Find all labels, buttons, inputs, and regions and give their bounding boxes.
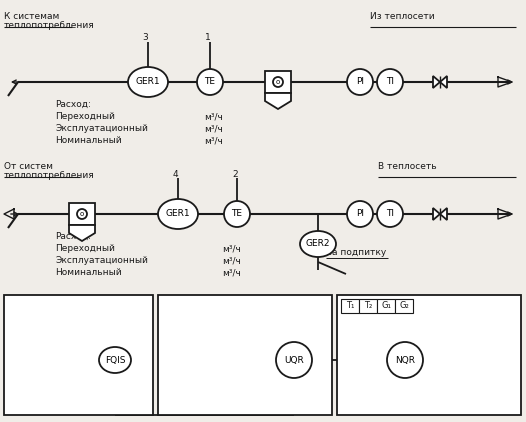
Text: теплопотребления: теплопотребления [4,171,95,180]
Text: Переходный: Переходный [55,244,115,253]
Text: T₂: T₂ [364,301,372,311]
Bar [158,295,332,415]
Text: м³/ч: м³/ч [204,112,222,121]
Circle shape [197,69,223,95]
Bar [69,203,95,225]
Text: Расход:: Расход: [55,100,91,109]
Text: К системам: К системам [4,12,59,21]
Text: TE: TE [231,209,242,219]
Circle shape [224,201,250,227]
Text: 1: 1 [103,299,108,308]
Bar [337,295,521,415]
Text: Эксплуатационный: Эксплуатационный [55,256,148,265]
Text: м³/ч: м³/ч [204,136,222,145]
Polygon shape [433,208,440,220]
Text: прибора: прибора [164,335,204,344]
Circle shape [273,77,283,87]
Polygon shape [440,76,447,88]
Text: G₂: G₂ [399,301,409,311]
Text: 2: 2 [123,299,128,308]
Polygon shape [265,93,291,109]
Text: теплопотребления: теплопотребления [4,21,95,30]
Text: TI: TI [386,78,394,87]
Text: От систем: От систем [4,162,53,171]
Ellipse shape [99,347,131,373]
Text: o: o [80,211,84,217]
Text: Расход:: Расход: [55,232,91,241]
Text: T₁: T₁ [346,301,354,311]
Circle shape [377,69,403,95]
Polygon shape [69,225,95,241]
Text: Из теплосети: Из теплосети [370,12,434,21]
Ellipse shape [158,199,198,229]
Text: 3: 3 [142,33,148,42]
Text: NQR: NQR [395,355,415,365]
Text: o: o [276,79,280,85]
Text: м³/ч: м³/ч [222,256,241,265]
Text: 4: 4 [291,299,297,308]
Bar [265,71,291,93]
Text: TE: TE [205,78,216,87]
Text: TI: TI [386,209,394,219]
Polygon shape [440,208,447,220]
Text: В теплосеть: В теплосеть [378,162,437,171]
Text: 1: 1 [205,33,211,42]
Circle shape [77,209,87,219]
Text: "Supercal-430": "Supercal-430" [8,311,76,320]
Bar [359,299,377,313]
Polygon shape [433,76,440,88]
Text: G₁: G₁ [381,301,391,311]
Text: GER1: GER1 [136,78,160,87]
Text: 4: 4 [172,170,178,179]
Text: Номинальный: Номинальный [55,136,122,145]
Text: По месту: По месту [469,349,515,359]
Circle shape [347,201,373,227]
Text: Щит прибора: Щит прибора [8,301,72,310]
Ellipse shape [128,67,168,97]
Circle shape [347,69,373,95]
Text: Переходный: Переходный [55,112,115,121]
Text: PI: PI [356,209,364,219]
Bar [4,295,153,415]
Bar [377,299,395,313]
Text: 3: 3 [113,299,118,308]
Text: м³/ч: м³/ч [222,268,241,277]
Text: FQIS: FQIS [105,355,125,365]
Text: на подпитку: на подпитку [326,248,386,257]
Text: Номинальный: Номинальный [55,268,122,277]
Text: м³/ч: м³/ч [204,124,222,133]
Text: ющего: ющего [164,325,196,334]
Text: Щит: Щит [164,305,185,314]
Bar [341,299,359,313]
Ellipse shape [300,231,336,257]
Text: м³/ч: м³/ч [222,244,241,253]
Text: Эксплуатационный: Эксплуатационный [55,124,148,133]
Text: UQR: UQR [284,355,304,365]
Text: регистриру-: регистриру- [164,315,222,324]
Bar [395,299,413,313]
Text: GER2: GER2 [306,240,330,249]
Circle shape [276,342,312,378]
Text: 2: 2 [232,170,238,179]
Text: GER1: GER1 [166,209,190,219]
Text: PI: PI [356,78,364,87]
Circle shape [377,201,403,227]
Circle shape [387,342,423,378]
